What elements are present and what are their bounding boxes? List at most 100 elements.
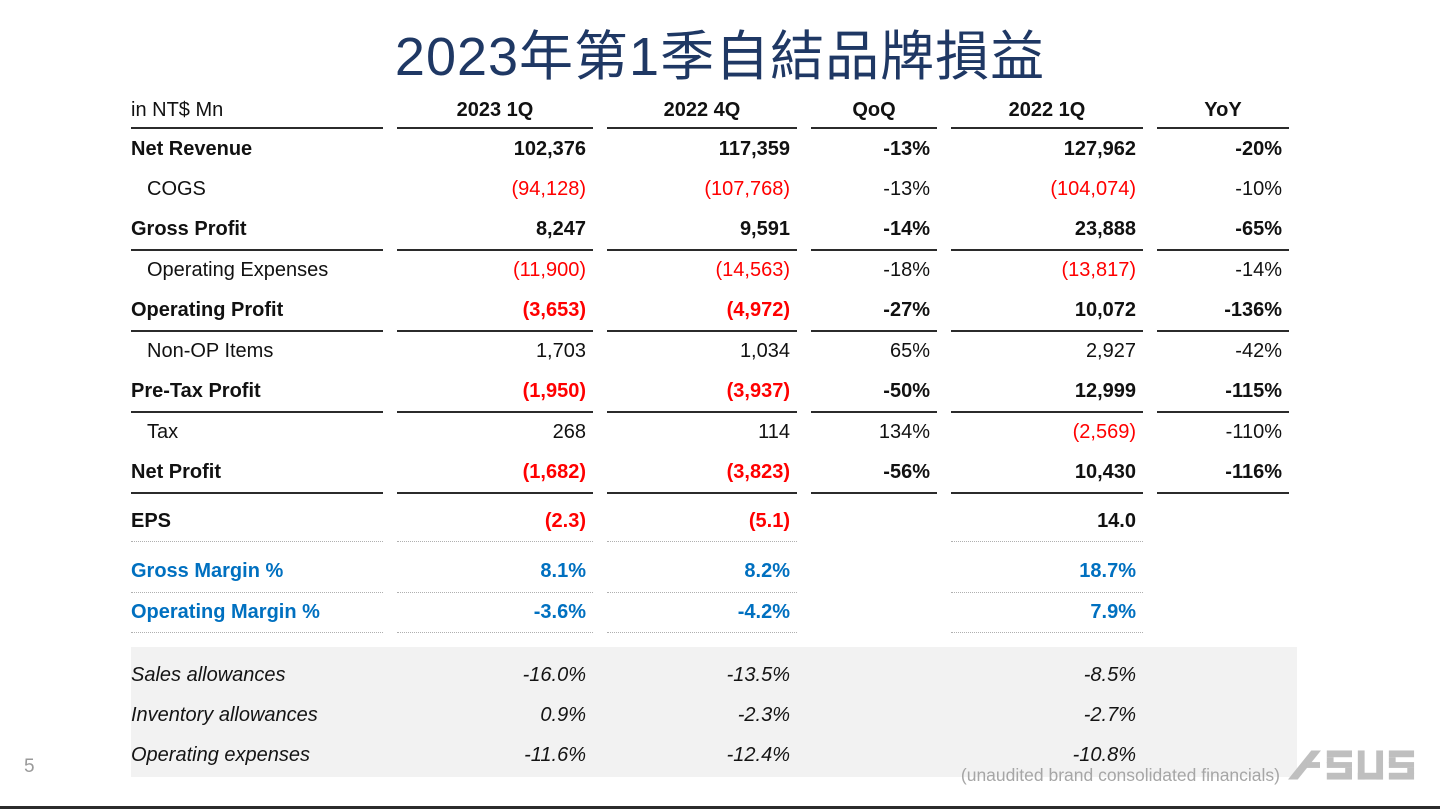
- table-row: Operating expenses -11.6% -12.4% -10.8%: [131, 735, 1289, 775]
- cell-value: 268: [552, 421, 586, 444]
- table-row: Net Revenue 102,376 117,359 -13% 127,962 -20%: [131, 129, 1289, 170]
- row-label: Sales allowances: [131, 663, 286, 686]
- cell-value: -13%: [883, 137, 930, 160]
- cell-value: [811, 735, 937, 775]
- row-label: Non-OP Items: [147, 340, 274, 363]
- cell-value: -136%: [1157, 291, 1289, 332]
- cell-value: (5.1): [607, 502, 797, 542]
- cell-value: (2.3): [397, 502, 593, 542]
- table-row: Gross Profit 8,247 9,591 -14% 23,888 -65%: [131, 210, 1289, 251]
- cell-value: 23,888: [951, 210, 1143, 251]
- cell-value: (94,128): [511, 178, 587, 201]
- table-row: Non-OP Items 1,703 1,034 65% 2,927 -42%: [131, 332, 1289, 373]
- column-header: 2023 1Q: [397, 96, 593, 129]
- cell-value: (4,972): [607, 291, 797, 332]
- cell-value: -8.5%: [1083, 663, 1136, 686]
- cell-value: -2.3%: [737, 703, 790, 726]
- table-row: Operating Profit (3,653) (4,972) -27% 10,072…: [131, 291, 1289, 332]
- cell-value: 134%: [878, 421, 930, 444]
- row-label: Net Revenue: [131, 137, 253, 160]
- cell-value: -11.6%: [524, 743, 586, 766]
- cell-value: (107,768): [704, 178, 790, 201]
- cell-value: 10,072: [951, 291, 1143, 332]
- row-label: Net Profit: [131, 453, 383, 494]
- cell-value: -14%: [811, 210, 937, 251]
- cell-value: 0.9%: [540, 703, 586, 726]
- pnl-table: in NT$ Mn 2023 1Q 2022 4Q QoQ 2022 1Q YoY Net…: [131, 96, 1297, 777]
- cell-value: -10.8%: [1072, 743, 1136, 766]
- row-label: Tax: [147, 421, 179, 444]
- cell-value: -4.2%: [607, 593, 797, 633]
- column-header: QoQ: [811, 96, 937, 129]
- cell-value: -13.5%: [726, 663, 790, 686]
- cell-value: [1157, 593, 1289, 634]
- row-label: EPS: [131, 502, 383, 542]
- cell-value: -16.0%: [522, 663, 586, 686]
- column-header: 2022 1Q: [951, 96, 1143, 129]
- table-row: Tax 268 114 134% (2,569) -110%: [131, 413, 1289, 454]
- cell-value: [811, 552, 937, 593]
- column-header: 2022 4Q: [607, 96, 797, 129]
- cell-value: 12,999: [951, 372, 1143, 413]
- row-label: Operating Profit: [131, 291, 383, 332]
- cell-value: 102,376: [513, 137, 586, 160]
- cell-value: -42%: [1235, 340, 1282, 363]
- cell-value: (3,653): [397, 291, 593, 332]
- cell-value: -110%: [1225, 421, 1282, 444]
- cell-value: 2,927: [1085, 340, 1136, 363]
- footnote: (unaudited brand consolidated financials…: [960, 765, 1280, 785]
- table-row: Inventory allowances 0.9% -2.3% -2.7%: [131, 695, 1289, 735]
- cell-value: (104,074): [1050, 178, 1136, 201]
- cell-value: -50%: [811, 372, 937, 413]
- table-row: Gross Margin % 8.1% 8.2% 18.7%: [131, 552, 1289, 593]
- table-row: Net Profit (1,682) (3,823) -56% 10,430 -116%: [131, 453, 1289, 494]
- cell-value: 8,247: [397, 210, 593, 251]
- cell-value: 1,034: [739, 340, 790, 363]
- cell-value: 10,430: [951, 453, 1143, 494]
- cell-value: -10%: [1235, 178, 1282, 201]
- cell-value: -18%: [883, 259, 930, 282]
- row-label: Gross Margin %: [131, 552, 383, 593]
- cell-value: [1157, 695, 1289, 735]
- cell-value: -27%: [811, 291, 937, 332]
- row-label: Operating expenses: [131, 743, 311, 766]
- table-row: Operating Margin % -3.6% -4.2% 7.9%: [131, 593, 1289, 634]
- cell-value: 8.1%: [397, 552, 593, 593]
- cell-value: -12.4%: [726, 743, 790, 766]
- asus-logo: [1288, 750, 1415, 780]
- unit-label: in NT$ Mn: [131, 96, 383, 129]
- row-label: Gross Profit: [131, 210, 383, 251]
- allowance-band: Sales allowances -16.0% -13.5% -8.5% Invento…: [131, 647, 1297, 777]
- cell-value: 65%: [889, 340, 930, 363]
- cell-value: (3,823): [607, 453, 797, 494]
- cell-value: 8.2%: [607, 552, 797, 593]
- cell-value: -3.6%: [397, 593, 593, 633]
- cell-value: (1,682): [397, 453, 593, 494]
- cell-value: 1,703: [535, 340, 586, 363]
- cell-value: [1157, 655, 1289, 695]
- table-row: Sales allowances -16.0% -13.5% -8.5%: [131, 655, 1289, 695]
- cell-value: (13,817): [1061, 259, 1137, 282]
- cell-value: [811, 695, 937, 735]
- cell-value: -14%: [1235, 259, 1282, 282]
- cell-value: -13%: [883, 178, 930, 201]
- cell-value: (2,569): [1072, 421, 1136, 444]
- table-header: in NT$ Mn 2023 1Q 2022 4Q QoQ 2022 1Q YoY: [131, 96, 1289, 129]
- row-label: Inventory allowances: [131, 703, 318, 726]
- cell-value: 14.0: [951, 502, 1143, 542]
- table-row: COGS (94,128) (107,768) -13% (104,074) -10%: [131, 170, 1289, 211]
- cell-value: -65%: [1157, 210, 1289, 251]
- page-number: 5: [24, 756, 35, 777]
- cell-value: (1,950): [397, 372, 593, 413]
- cell-value: [1157, 552, 1289, 593]
- cell-value: -20%: [1235, 137, 1282, 160]
- row-label: COGS: [147, 178, 206, 201]
- cell-value: -115%: [1157, 372, 1289, 413]
- row-label: Operating Expenses: [147, 259, 329, 282]
- eps-margin-block: EPS (2.3) (5.1) 14.0 Gross Margin % 8.1% 8.2% 1…: [131, 502, 1297, 634]
- cell-value: (11,900): [512, 259, 586, 282]
- row-label: Pre-Tax Profit: [131, 372, 383, 413]
- cell-value: (14,563): [715, 259, 791, 282]
- table-row: EPS (2.3) (5.1) 14.0: [131, 502, 1289, 542]
